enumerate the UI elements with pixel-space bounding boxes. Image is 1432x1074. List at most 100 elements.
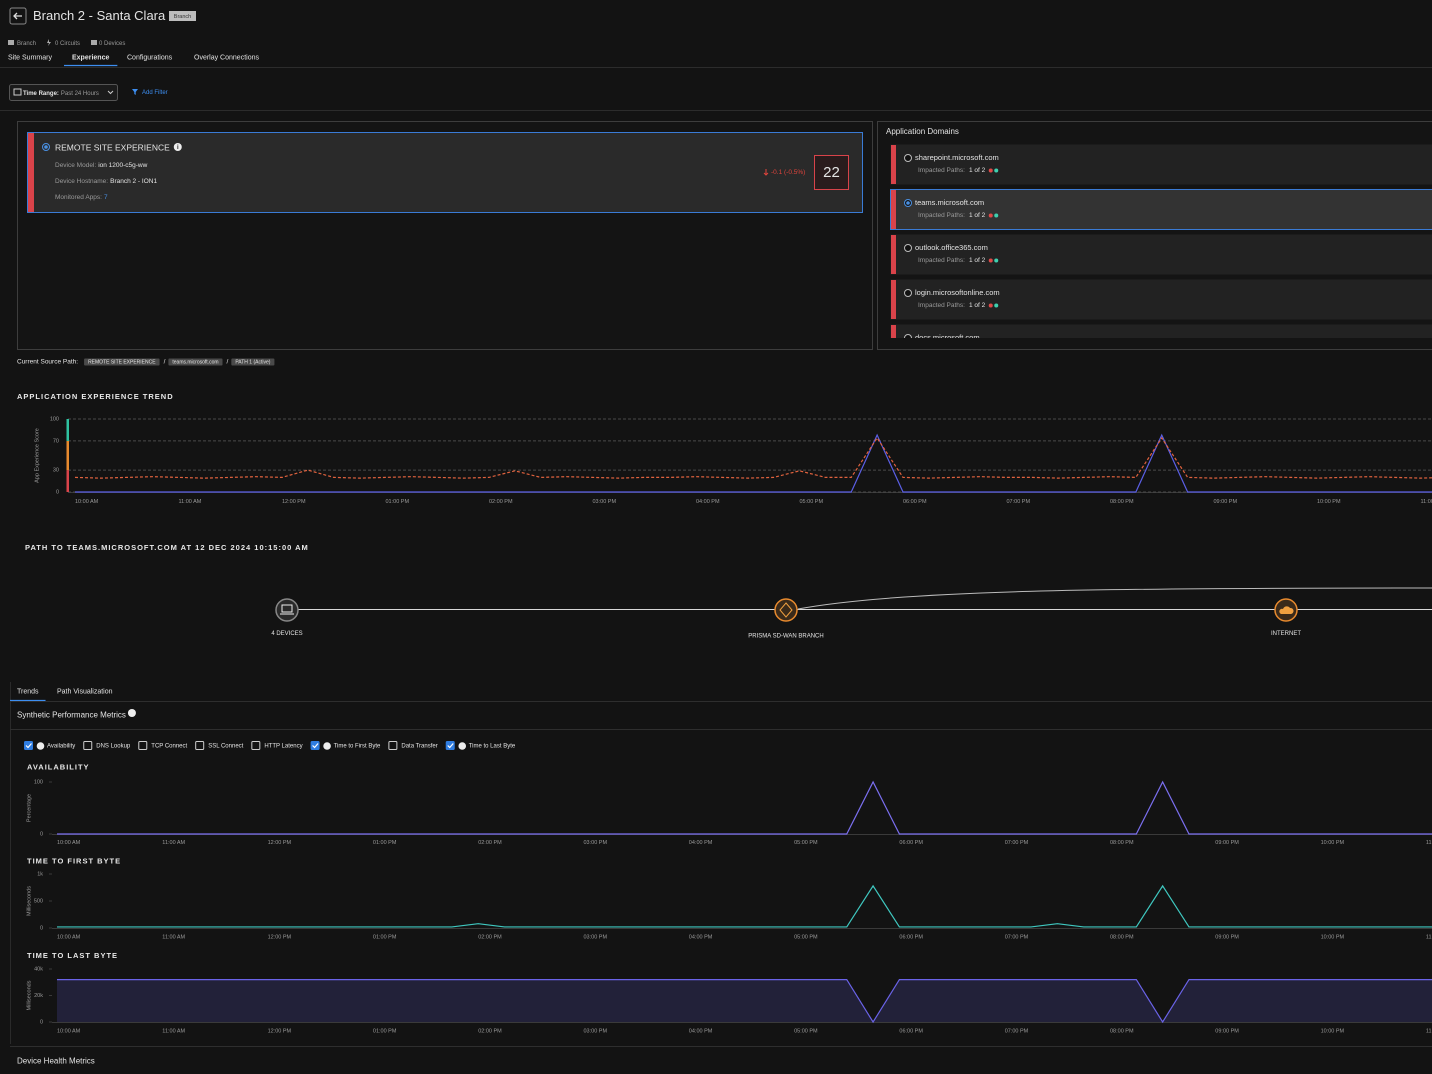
radio[interactable]	[904, 244, 912, 252]
add-filter[interactable]: Add Filter	[142, 90, 168, 96]
chart-title: APPLICATION EXPERIENCE TREND	[17, 392, 174, 401]
radio[interactable]	[904, 334, 912, 342]
status-dot	[988, 213, 993, 218]
time-range-label: Time Range:	[23, 91, 59, 97]
crumb-chip[interactable]	[168, 358, 223, 366]
checkbox[interactable]	[251, 741, 261, 750]
crumb: teams.microsoft.com	[172, 360, 218, 366]
x-tick-label: 10:00 AM	[75, 499, 99, 505]
impacted-value: 1 of 2	[969, 212, 986, 219]
x-tick-label: 08:00 PM	[1110, 1028, 1134, 1034]
x-tick-label: 11:00 PM	[1426, 840, 1432, 846]
y-axis-title: App Experience Score	[34, 428, 40, 483]
tab[interactable]: Experience	[72, 54, 109, 61]
domain-item[interactable]: login.microsoftonline.com Impacted Paths:…	[890, 279, 1432, 320]
y-tick-label: 70	[53, 438, 59, 444]
node-label: INTERNET	[1271, 631, 1301, 637]
crumb: PATH 1 (Active)	[235, 360, 270, 366]
domain-card[interactable]	[890, 324, 1432, 365]
metric-option[interactable]: Time to Last Byte	[445, 741, 516, 750]
x-tick-label: 01:00 PM	[373, 934, 397, 940]
domains-title: Application Domains	[886, 127, 959, 136]
metric-option[interactable]: TCP Connect	[138, 741, 188, 750]
tab[interactable]: Configurations	[127, 54, 173, 61]
node-devices[interactable]	[275, 598, 299, 622]
status-bar	[891, 280, 896, 319]
radio[interactable]	[904, 154, 912, 162]
x-tick-label: 03:00 PM	[593, 499, 617, 505]
x-tick-label: 10:00 AM	[57, 840, 81, 846]
tab[interactable]: Trends	[17, 688, 39, 695]
domain-item[interactable]: outlook.office365.com Impacted Paths: 1 of…	[890, 234, 1432, 275]
series-line	[57, 979, 1432, 1024]
y-tick-label: 0	[40, 925, 43, 931]
tab[interactable]: Overlay Connections	[194, 54, 259, 61]
x-tick-label: 04:00 PM	[689, 934, 713, 940]
domain-item[interactable]: teams.microsoft.com Impacted Paths: 1 of 2	[890, 189, 1432, 230]
status-dot	[988, 168, 993, 173]
source-path-label: Current Source Path:	[17, 359, 78, 366]
domain-card[interactable]	[890, 144, 1432, 185]
bottom-tabs: Trends Path Visualization	[10, 688, 113, 702]
time-range-value: Past 24 Hours	[61, 91, 99, 97]
node-branch[interactable]	[774, 598, 798, 622]
x-tick-label: 02:00 PM	[489, 499, 513, 505]
y-tick-label: 20k	[34, 993, 43, 999]
checkbox[interactable]	[195, 741, 205, 750]
back-button[interactable]	[9, 7, 27, 25]
impacted-value: 1 of 2	[969, 167, 986, 174]
field-value[interactable]: 7	[104, 194, 108, 201]
domain-name: teams.microsoft.com	[915, 198, 984, 207]
meta-devices: 0 Devices	[99, 41, 125, 47]
radio[interactable]	[42, 143, 50, 151]
crumb-chip[interactable]	[84, 358, 160, 366]
field-label: Device Hostname:	[55, 178, 108, 185]
checkbox[interactable]	[310, 741, 320, 750]
x-tick-label: 03:00 PM	[584, 840, 608, 846]
status-dot	[988, 258, 993, 263]
meta-icon	[91, 40, 97, 45]
metric-option[interactable]: Time to First Byte	[310, 741, 381, 750]
status-bar	[891, 145, 896, 184]
field-label: Monitored Apps:	[55, 194, 102, 201]
tab[interactable]: Path Visualization	[57, 688, 113, 695]
domain-card[interactable]	[890, 234, 1432, 275]
crumb-chip[interactable]	[231, 358, 275, 366]
checkbox[interactable]	[445, 741, 455, 750]
time-range-select[interactable]	[9, 84, 118, 101]
impacted-label: Impacted Paths:	[918, 302, 965, 309]
y-tick-label: 30	[53, 468, 59, 474]
series-line	[75, 433, 1432, 493]
device-model: Device Model: ion 1200-c5g-ww	[55, 162, 148, 169]
metric-option[interactable]: Data Transfer	[388, 741, 438, 750]
impacted-label: Impacted Paths:	[918, 212, 965, 219]
domain-card[interactable]	[890, 189, 1432, 230]
meta-branch: Branch	[17, 41, 36, 47]
y-tick-label: 100	[34, 779, 43, 785]
status-dot	[988, 303, 993, 308]
badge	[169, 11, 196, 21]
domain-card[interactable]	[890, 279, 1432, 320]
x-tick-label: 11:00 AM	[162, 934, 185, 940]
radio[interactable]	[904, 289, 912, 297]
domain-name: login.microsoftonline.com	[915, 288, 1000, 297]
checkbox[interactable]	[138, 741, 148, 750]
meta-icon	[8, 40, 14, 45]
tabs: Site Summary Experience Configurations Over…	[8, 54, 259, 67]
metric-option[interactable]: DNS Lookup	[83, 741, 131, 750]
tab[interactable]: Site Summary	[8, 54, 52, 61]
checkbox[interactable]	[388, 741, 398, 750]
site-card[interactable]	[27, 132, 863, 213]
x-tick-label: 12:00 PM	[268, 840, 292, 846]
metric-option[interactable]: SSL Connect	[195, 741, 244, 750]
impacted-label: Impacted Paths:	[918, 167, 965, 174]
checkbox[interactable]	[83, 741, 93, 750]
metric-option[interactable]: Availability	[24, 741, 76, 750]
metric-option[interactable]: HTTP Latency	[251, 741, 303, 750]
domain-item[interactable]: sharepoint.microsoft.com Impacted Paths: 1…	[890, 144, 1432, 185]
path-title: PATH TO TEAMS.MICROSOFT.COM AT 12 DEC 20…	[25, 543, 309, 552]
checkbox[interactable]	[24, 741, 33, 750]
chart-title: TIME TO LAST BYTE	[27, 951, 118, 960]
footer-title: Device Health Metrics	[17, 1057, 95, 1066]
